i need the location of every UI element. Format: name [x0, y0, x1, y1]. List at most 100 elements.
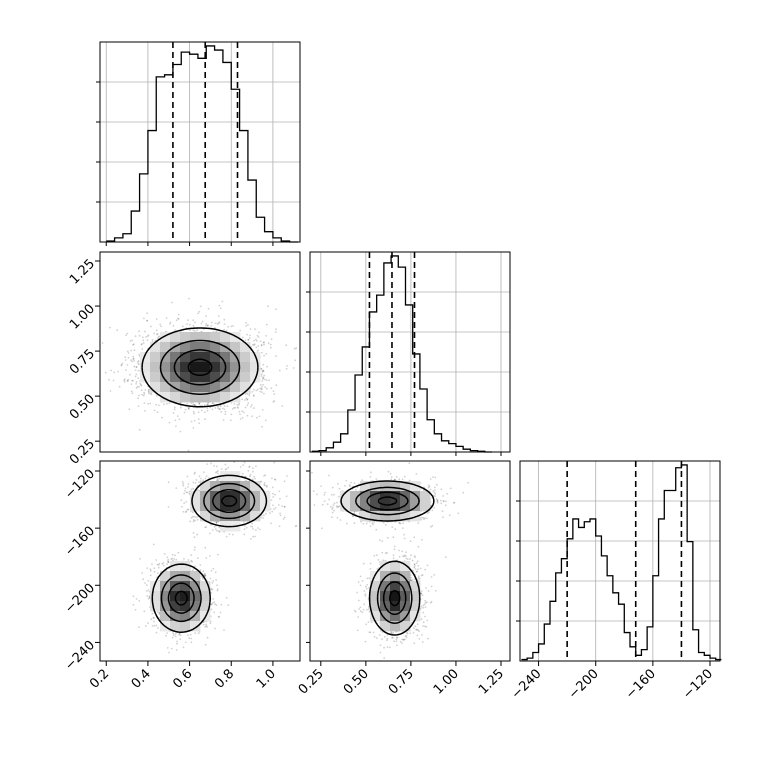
- scatter-point: [246, 333, 248, 336]
- panel-background: [520, 461, 720, 661]
- scatter-point: [217, 470, 219, 472]
- scatter-point: [262, 517, 264, 519]
- scatter-point: [198, 422, 201, 424]
- scatter-point: [177, 318, 180, 320]
- scatter-point: [223, 318, 226, 321]
- scatter-point: [217, 616, 220, 618]
- scatter-point: [193, 404, 196, 406]
- scatter-point: [157, 627, 159, 629]
- scatter-point: [185, 510, 188, 513]
- scatter-point: [283, 505, 286, 508]
- scatter-point: [204, 573, 207, 575]
- scatter-point: [190, 559, 193, 562]
- scatter-point: [252, 470, 254, 473]
- scatter-point: [185, 501, 188, 503]
- scatter-point: [199, 569, 202, 571]
- density-cell: [160, 342, 171, 353]
- scatter-point: [192, 410, 195, 413]
- scatter-point: [143, 402, 146, 404]
- scatter-point: [223, 328, 226, 331]
- density-cell: [220, 332, 231, 343]
- scatter-point: [147, 589, 150, 591]
- scatter-point: [245, 392, 248, 394]
- scatter-point: [157, 572, 159, 574]
- density-cell: [200, 392, 211, 403]
- scatter-point: [157, 337, 159, 340]
- histogram-step-2: [521, 464, 722, 661]
- scatter-point: [214, 528, 217, 530]
- scatter-point: [194, 482, 197, 484]
- scatter-point: [230, 419, 232, 422]
- scatter-point: [252, 535, 255, 538]
- density-cell: [210, 332, 221, 343]
- scatter-point: [230, 413, 233, 416]
- scatter-point: [153, 620, 155, 623]
- density-cell: [160, 392, 171, 403]
- scatter-point: [171, 301, 173, 304]
- scatter-point: [163, 553, 166, 555]
- scatter-point: [219, 405, 222, 408]
- scatter-point: [247, 323, 249, 326]
- scatter-point: [248, 392, 251, 395]
- scatter-point: [190, 637, 193, 640]
- scatter-point: [217, 472, 219, 475]
- scatter-point: [267, 305, 269, 308]
- scatter-point: [194, 321, 196, 324]
- scatter-point: [188, 637, 191, 640]
- scatter-point: [187, 319, 189, 322]
- scatter-point: [295, 347, 298, 350]
- scatter-point: [260, 344, 263, 347]
- scatter-point: [133, 349, 136, 352]
- scatter-point: [225, 596, 228, 599]
- scatter-point: [263, 483, 266, 486]
- scatter-point: [271, 486, 274, 489]
- scatter-point: [167, 506, 170, 508]
- scatter-point: [147, 580, 150, 582]
- scatter-point: [209, 532, 211, 535]
- density-cell: [170, 372, 181, 383]
- scatter-point: [243, 461, 246, 464]
- scatter-point: [135, 380, 138, 383]
- scatter-point: [248, 465, 251, 468]
- scatter-point: [152, 617, 155, 619]
- scatter-point: [274, 331, 277, 333]
- scatter-point: [162, 562, 165, 564]
- scatter-point: [138, 600, 141, 602]
- scatter-point: [140, 384, 142, 386]
- scatter-point: [239, 466, 242, 468]
- scatter-point: [137, 369, 140, 372]
- scatter-point: [205, 475, 208, 478]
- scatter-point: [241, 417, 244, 419]
- scatter-point: [136, 386, 139, 388]
- scatter-point: [212, 529, 214, 531]
- density-cell: [210, 392, 221, 403]
- scatter-point: [137, 360, 140, 362]
- scatter-point: [260, 368, 263, 370]
- density-cell: [230, 352, 241, 363]
- scatter-point: [168, 651, 171, 654]
- scatter-point: [199, 305, 202, 308]
- scatter-point: [155, 394, 158, 397]
- scatter-point: [251, 415, 253, 418]
- scatter-point: [215, 465, 218, 468]
- contour-level-0: [141, 327, 259, 408]
- scatter-point: [306, 509, 308, 511]
- scatter-point: [146, 312, 149, 314]
- scatter-point: [218, 530, 220, 532]
- scatter-point: [178, 632, 181, 635]
- scatter-point: [192, 481, 195, 484]
- density-cell: [240, 342, 251, 353]
- scatter-point: [192, 329, 195, 331]
- scatter-point: [126, 364, 129, 366]
- scatter-point: [209, 577, 212, 580]
- scatter-point: [205, 623, 208, 626]
- scatter-point: [275, 328, 277, 330]
- scatter-point: [123, 380, 126, 383]
- scatter-point: [186, 491, 189, 494]
- scatter-point: [274, 478, 277, 481]
- scatter-point: [152, 616, 155, 619]
- density-cell: [140, 362, 151, 373]
- scatter-point: [176, 415, 179, 417]
- scatter-point: [205, 324, 207, 327]
- scatter-point: [159, 323, 162, 326]
